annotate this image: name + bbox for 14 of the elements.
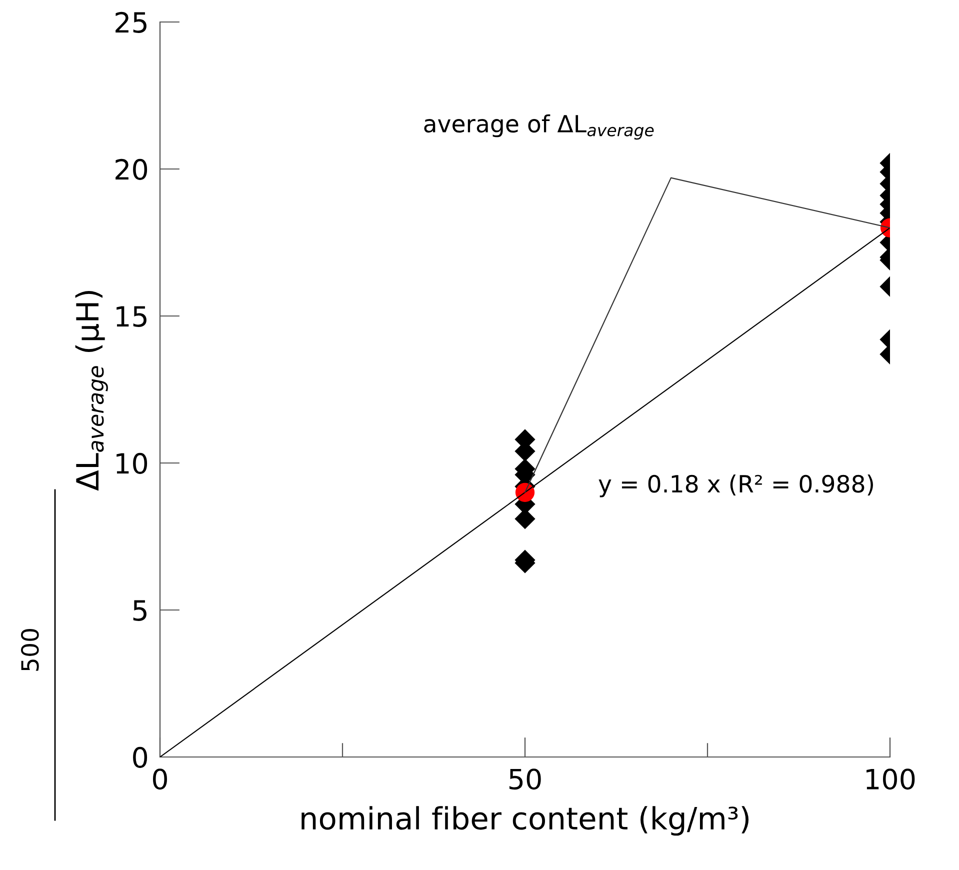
y-tick-label: 10 [116, 452, 148, 474]
y-tick-label: 0 [133, 746, 148, 768]
annotation: y = 0.18 x (R² = 0.988) [598, 474, 873, 498]
y-tick-label: 15 [116, 306, 146, 327]
y-axis-title: ΔL$_{average}$ (μH) [75, 290, 108, 491]
text: 500 [20, 629, 39, 671]
annotation: average of ΔL$_{average}$ [424, 114, 654, 140]
y-tick-label: 20 [116, 158, 148, 180]
y-tick-label: 25 [116, 12, 146, 33]
y-tick-label: 5 [133, 600, 146, 621]
x-axis-title: nominal fiber content (kg/m³) [302, 806, 749, 836]
x-tick-label: 100 [866, 768, 915, 790]
x-tick-label: 50 [509, 768, 541, 790]
x-tick-label: 0 [152, 768, 167, 790]
